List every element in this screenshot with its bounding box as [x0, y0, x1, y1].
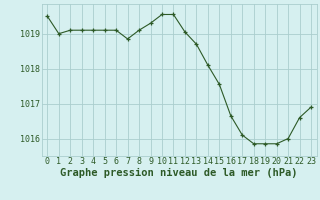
X-axis label: Graphe pression niveau de la mer (hPa): Graphe pression niveau de la mer (hPa) — [60, 168, 298, 178]
